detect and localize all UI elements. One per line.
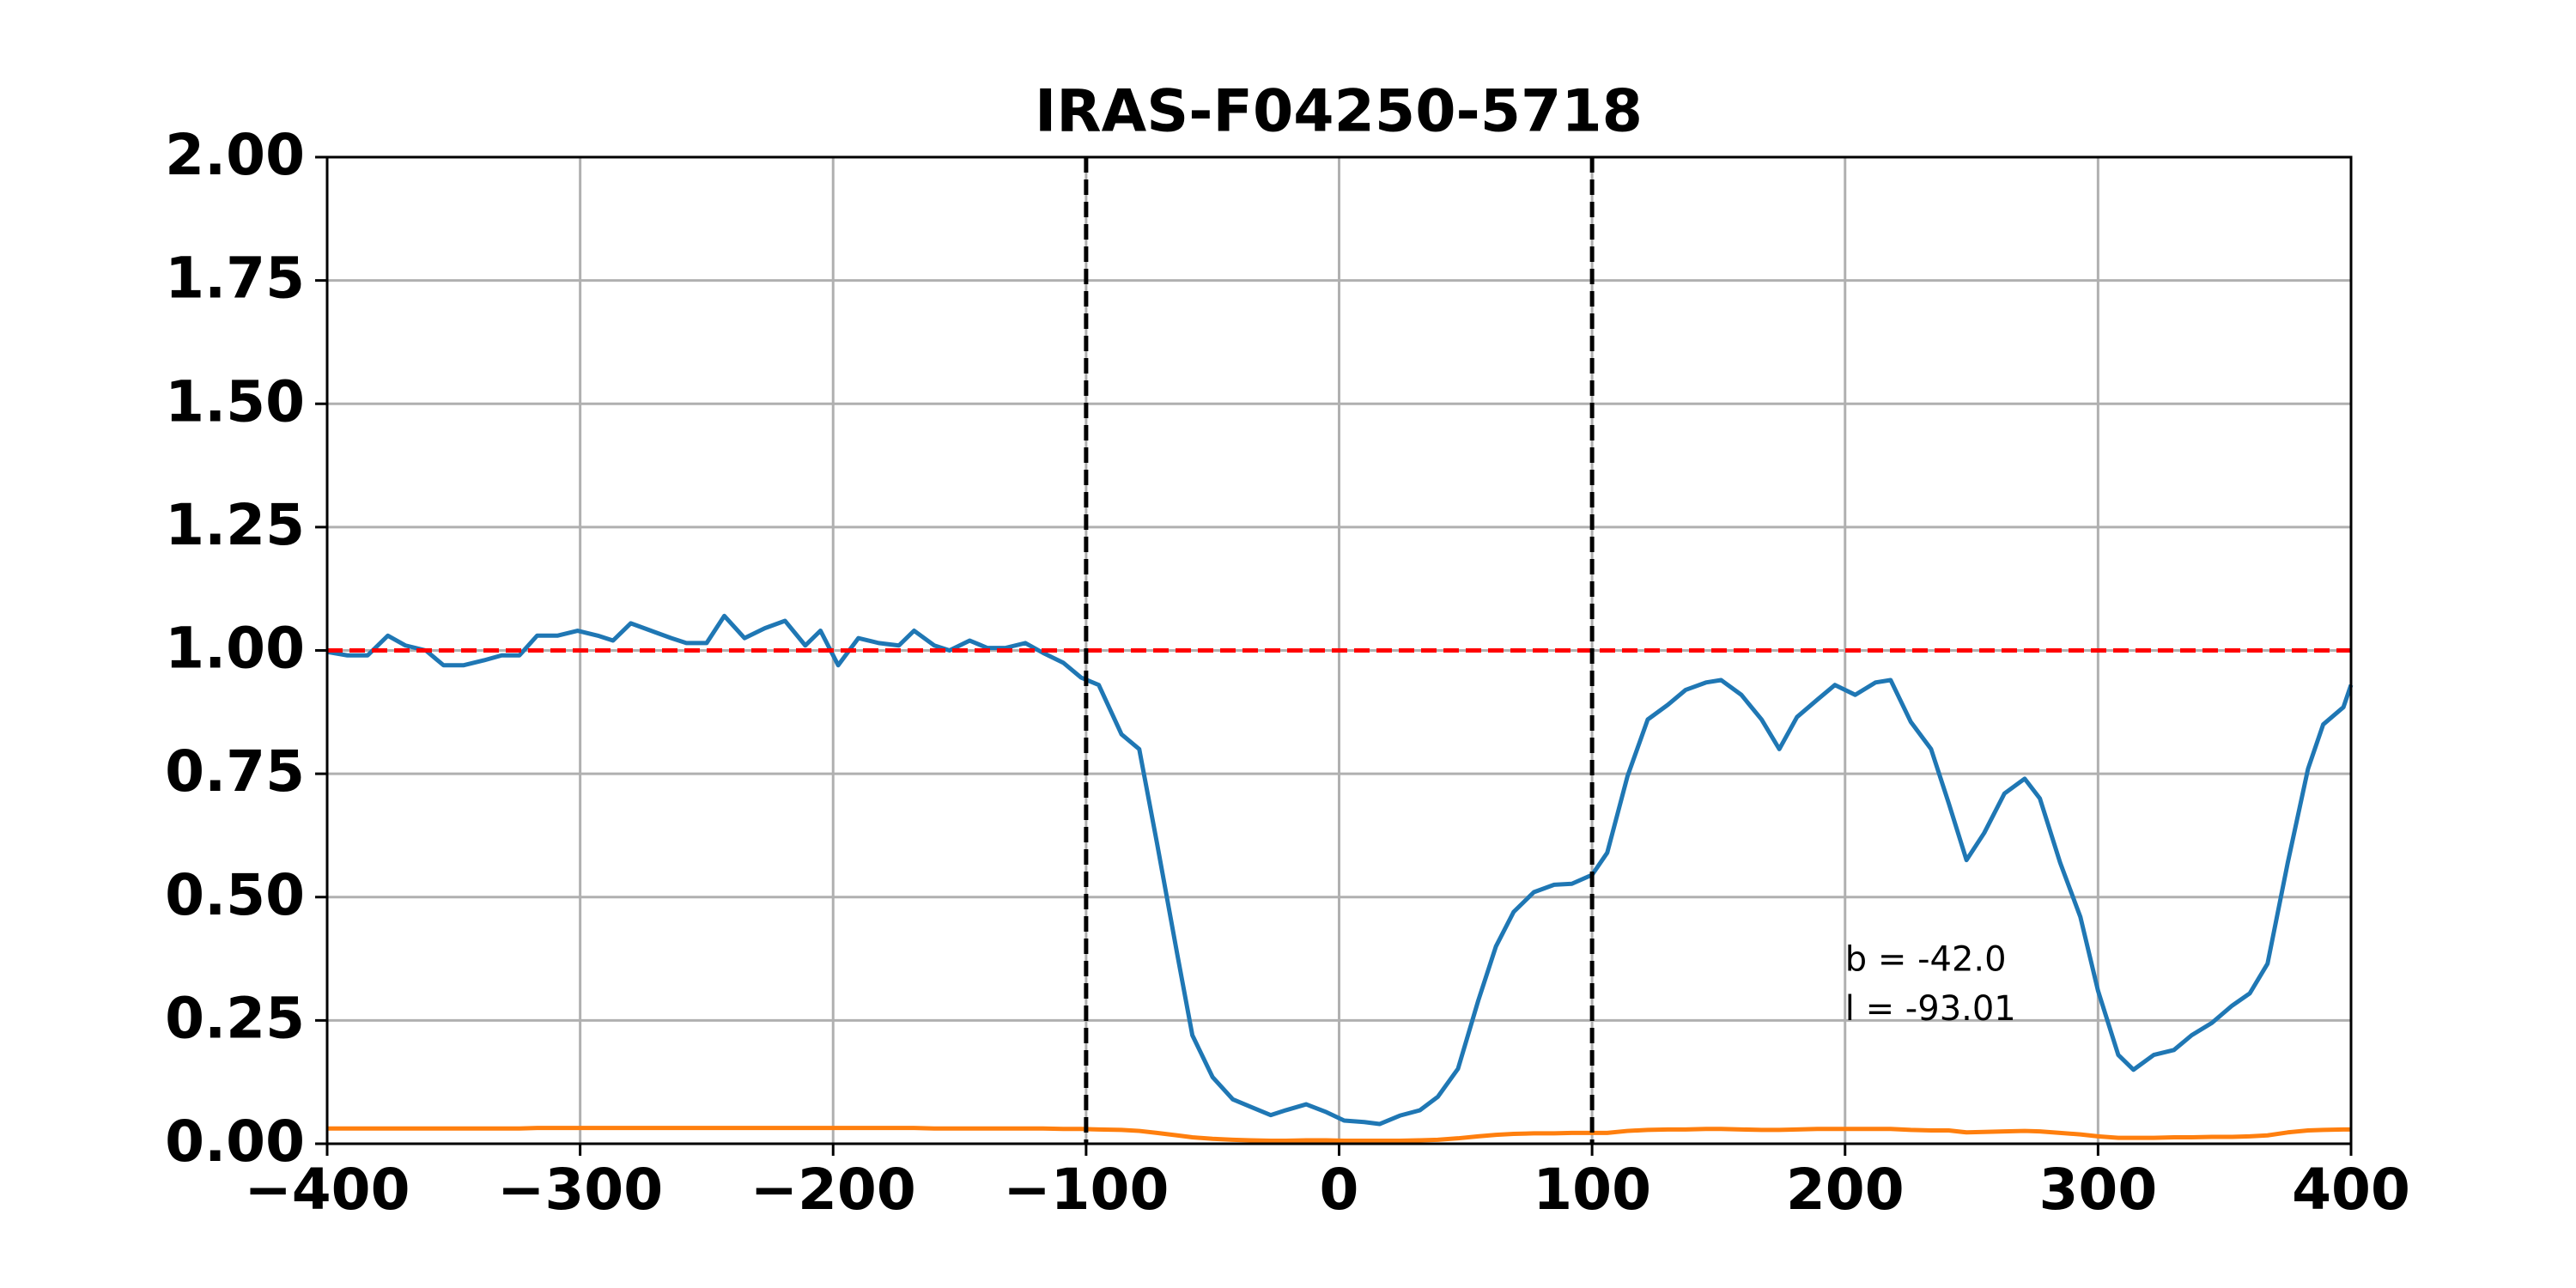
- x-tick-label: −200: [750, 1157, 916, 1223]
- y-tick-label: 0.50: [165, 862, 305, 928]
- x-tick-label: 0: [1320, 1157, 1359, 1223]
- y-tick-label: 1.50: [165, 368, 305, 434]
- axes-frame: [325, 155, 2353, 1145]
- x-tick-label: −100: [1003, 1157, 1169, 1223]
- y-tick-label: 2.00: [165, 122, 305, 188]
- y-tick-label: 0.00: [165, 1109, 305, 1175]
- y-tick-label: 0.25: [165, 985, 305, 1051]
- data-line: [327, 1126, 2351, 1144]
- y-tick-label: 1.00: [165, 616, 305, 682]
- y-tick-label: 0.75: [165, 738, 305, 805]
- x-tick-label: 100: [1533, 1157, 1651, 1223]
- x-tick-label: 400: [2292, 1157, 2410, 1223]
- y-tick-label: 1.75: [165, 246, 305, 312]
- x-tick-label: −400: [244, 1157, 410, 1223]
- data-line: [326, 613, 2354, 1127]
- annotation: l = -93.01: [1845, 989, 2016, 1029]
- chart-title: IRAS-F04250-5718: [1035, 78, 1643, 146]
- x-tick-label: −300: [497, 1157, 663, 1223]
- annotation: b = -42.0: [1845, 939, 2007, 979]
- x-tick-label: 200: [1786, 1157, 1905, 1223]
- x-tick-label: 300: [2038, 1157, 2157, 1223]
- y-tick-label: 1.25: [165, 492, 305, 558]
